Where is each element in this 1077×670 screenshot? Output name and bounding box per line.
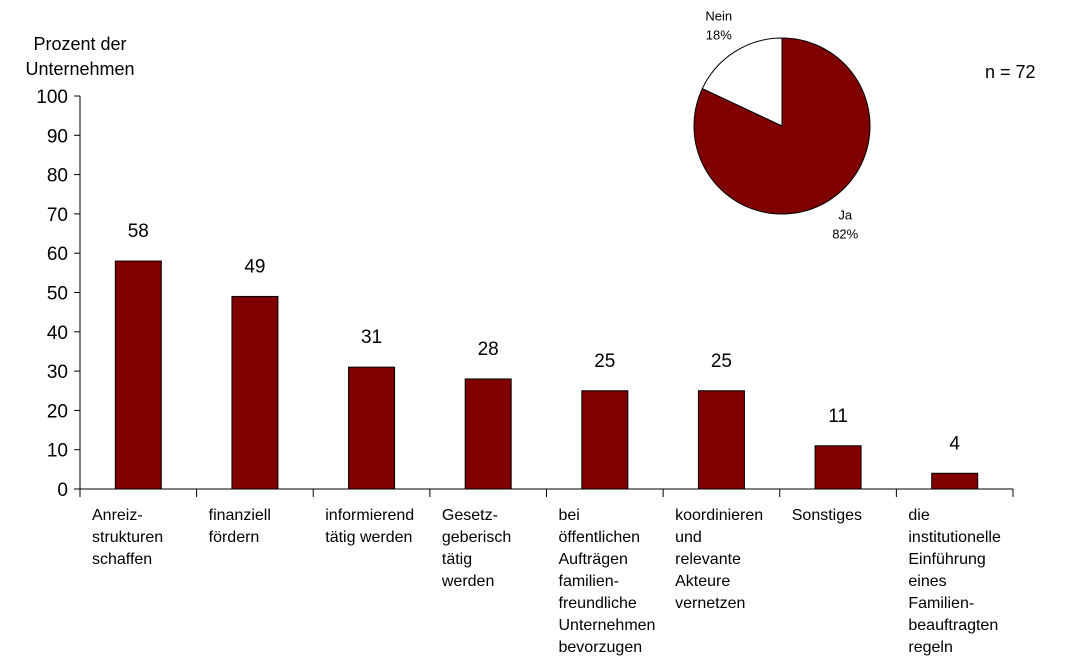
x-tick-label: Anreiz- — [92, 507, 143, 524]
x-tick-label: freundliche — [559, 595, 637, 612]
x-tick-label: tätig — [442, 551, 472, 568]
y-tick-label: 0 — [57, 480, 68, 501]
pie-value-label: 18% — [706, 27, 732, 42]
x-tick-label: Aufträgen — [559, 551, 628, 568]
y-axis-label: Prozent der — [33, 34, 126, 54]
x-tick-label: regeln — [908, 639, 952, 656]
x-tick-label: finanziell — [209, 507, 271, 524]
y-tick-label: 70 — [47, 205, 68, 226]
x-tick-label: schaffen — [92, 551, 152, 568]
value-label: 58 — [128, 221, 149, 242]
y-tick-label: 40 — [47, 323, 68, 344]
x-tick-label: relevante — [675, 551, 741, 568]
x-tick-label: eines — [908, 573, 946, 590]
y-tick-label: 100 — [36, 87, 68, 108]
x-tick-label: Unternehmen — [559, 617, 656, 634]
x-tick-label: bevorzugen — [559, 639, 643, 656]
value-label: 11 — [828, 406, 848, 427]
y-tick-label: 50 — [47, 284, 68, 305]
x-tick-label: fördern — [209, 529, 260, 546]
x-tick-label: familien- — [559, 573, 619, 590]
x-tick-label: Gesetz- — [442, 507, 498, 524]
value-label: 31 — [361, 327, 382, 348]
x-tick-label: Akteure — [675, 573, 730, 590]
value-label: 49 — [244, 256, 265, 277]
x-tick-label: informierend — [325, 507, 414, 524]
x-tick-label: strukturen — [92, 529, 163, 546]
pie-label: Nein — [705, 8, 732, 23]
value-label: 25 — [711, 351, 732, 372]
value-label: 28 — [478, 339, 499, 360]
pie-slice — [701, 37, 783, 127]
bar — [114, 260, 162, 490]
x-tick-label: beauftragten — [908, 617, 998, 634]
annotation: n = 72 — [985, 62, 1036, 82]
pie-value-label: 82% — [832, 227, 858, 242]
x-tick-label: institutionelle — [908, 529, 1001, 546]
y-tick-label: 90 — [47, 126, 68, 147]
y-axis-label: Unternehmen — [25, 59, 134, 79]
bar — [697, 390, 745, 490]
x-tick-label: Familien- — [908, 595, 974, 612]
bar — [581, 390, 629, 490]
pie-label: Ja — [838, 208, 853, 223]
bar — [931, 472, 979, 490]
y-tick-label: 30 — [47, 362, 68, 383]
pie-slice — [693, 37, 871, 215]
bar — [814, 445, 862, 490]
x-tick-label: bei — [559, 507, 580, 524]
bar — [231, 295, 279, 490]
y-tick-label: 60 — [47, 244, 68, 265]
x-tick-label: tätig werden — [325, 529, 412, 546]
x-tick-label: vernetzen — [675, 595, 745, 612]
value-label: 4 — [949, 433, 960, 454]
y-tick-label: 80 — [47, 166, 68, 187]
x-tick-label: Einführung — [908, 551, 985, 568]
value-label: 25 — [594, 351, 615, 372]
x-tick-label: geberisch — [442, 529, 511, 546]
bar — [348, 366, 396, 490]
y-tick-label: 20 — [47, 401, 68, 422]
x-tick-label: die — [908, 507, 929, 524]
x-tick-label: werden — [441, 573, 494, 590]
bar — [464, 378, 512, 490]
x-tick-label: öffentlichen — [559, 529, 641, 546]
x-tick-label: Sonstiges — [792, 507, 862, 524]
x-tick-label: und — [675, 529, 702, 546]
x-tick-label: koordinieren — [675, 507, 763, 524]
y-tick-label: 10 — [47, 441, 68, 462]
